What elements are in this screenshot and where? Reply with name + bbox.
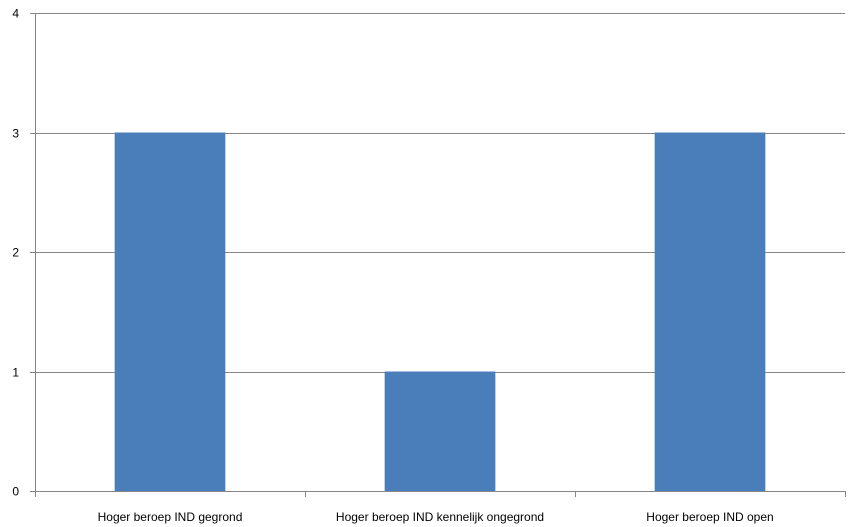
- y-tick-label: 0: [12, 485, 19, 499]
- y-tick-label: 4: [12, 7, 19, 21]
- bar-1: [114, 132, 226, 491]
- x-tick-label: Hoger beroep IND open: [646, 510, 773, 524]
- x-tick-label: Hoger beroep IND gegrond: [98, 510, 243, 524]
- bar-3: [654, 132, 766, 491]
- y-tick-label: 3: [12, 127, 19, 141]
- bars: [114, 132, 766, 491]
- y-tick-label: 1: [12, 366, 19, 380]
- y-tick-label: 2: [12, 246, 19, 260]
- tick-labels: 0 1 2 3 4 Hoger beroep IND gegrond Hoger beroe…: [12, 7, 773, 525]
- bar-2: [384, 371, 496, 491]
- axes: [30, 13, 846, 497]
- x-tick-label: Hoger beroep IND kennelijk ongegrond: [336, 510, 544, 524]
